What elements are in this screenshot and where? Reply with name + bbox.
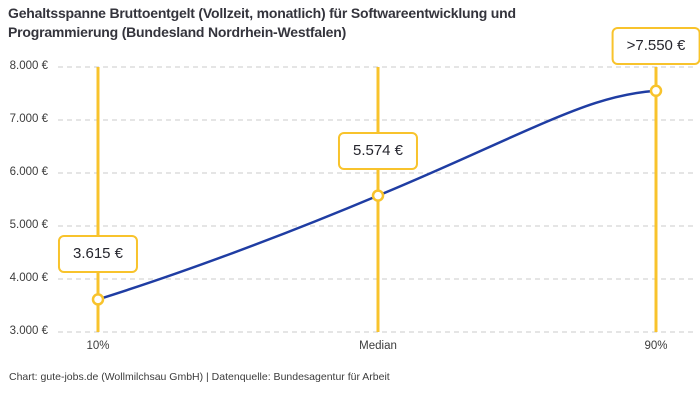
y-axis-tick-label: 5.000 € <box>9 219 48 231</box>
chart-footer: Chart: gute-jobs.de (Wollmilchsau GmbH) … <box>9 371 390 383</box>
x-axis-label-90-percent: 90% <box>644 340 668 352</box>
y-axis-tick-label: 7.000 € <box>9 113 48 125</box>
data-point-median <box>371 189 385 202</box>
y-axis-tick-label: 6.000 € <box>9 166 48 178</box>
chart-title: Gehaltsspanne Bruttoentgelt (Vollzeit, m… <box>8 4 516 42</box>
value-callout-median: 5.574 € <box>337 131 419 170</box>
y-axis-tick-label: 8.000 € <box>9 60 48 72</box>
y-axis-tick-label: 3.000 € <box>9 325 48 337</box>
salary-line <box>97 89 657 301</box>
data-point-90-percent <box>649 84 663 98</box>
y-axis-tick-label: 4.000 € <box>9 272 48 284</box>
data-point-10-percent <box>91 293 105 306</box>
chart-title-line-2: Programmierung (Bundesland Nordrhein-Wes… <box>8 24 347 40</box>
x-axis-label-median: Median <box>359 340 397 352</box>
value-callout-90-percent: >7.550 € <box>611 26 700 65</box>
value-callout-10-percent: 3.615 € <box>57 235 139 274</box>
chart-title-line-1: Gehaltsspanne Bruttoentgelt (Vollzeit, m… <box>8 5 516 21</box>
x-axis-label-10-percent: 10% <box>86 340 110 352</box>
